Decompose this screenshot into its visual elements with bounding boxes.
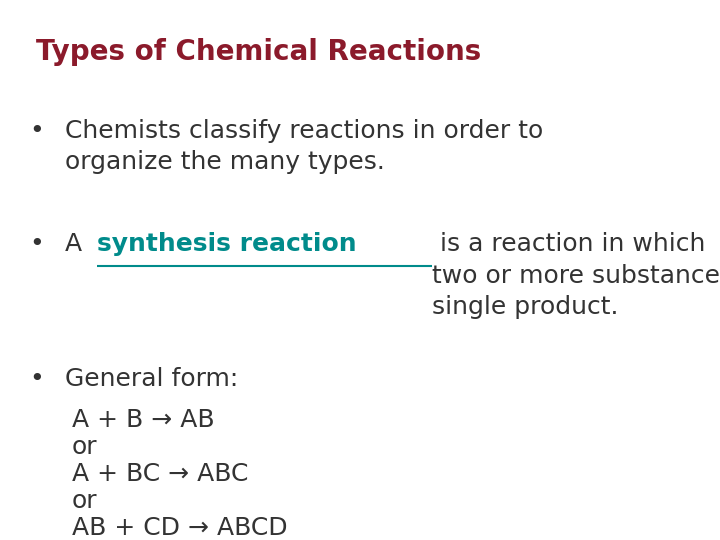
Text: is a reaction in which
two or more substances react to produce a
single product.: is a reaction in which two or more subst… <box>432 232 720 319</box>
Text: Chemists classify reactions in order to
organize the many types.: Chemists classify reactions in order to … <box>65 119 543 174</box>
Text: Types of Chemical Reactions: Types of Chemical Reactions <box>36 38 481 66</box>
Text: General form:: General form: <box>65 367 238 391</box>
Text: or: or <box>72 489 98 512</box>
Text: •: • <box>29 119 43 143</box>
Text: •: • <box>29 367 43 391</box>
Text: •: • <box>29 232 43 256</box>
Text: AB + CD → ABCD: AB + CD → ABCD <box>72 516 287 539</box>
Text: A: A <box>65 232 90 256</box>
Text: synthesis reaction: synthesis reaction <box>97 232 357 256</box>
Text: or: or <box>72 435 98 458</box>
Text: A + BC → ABC: A + BC → ABC <box>72 462 248 485</box>
Text: A + B → AB: A + B → AB <box>72 408 215 431</box>
